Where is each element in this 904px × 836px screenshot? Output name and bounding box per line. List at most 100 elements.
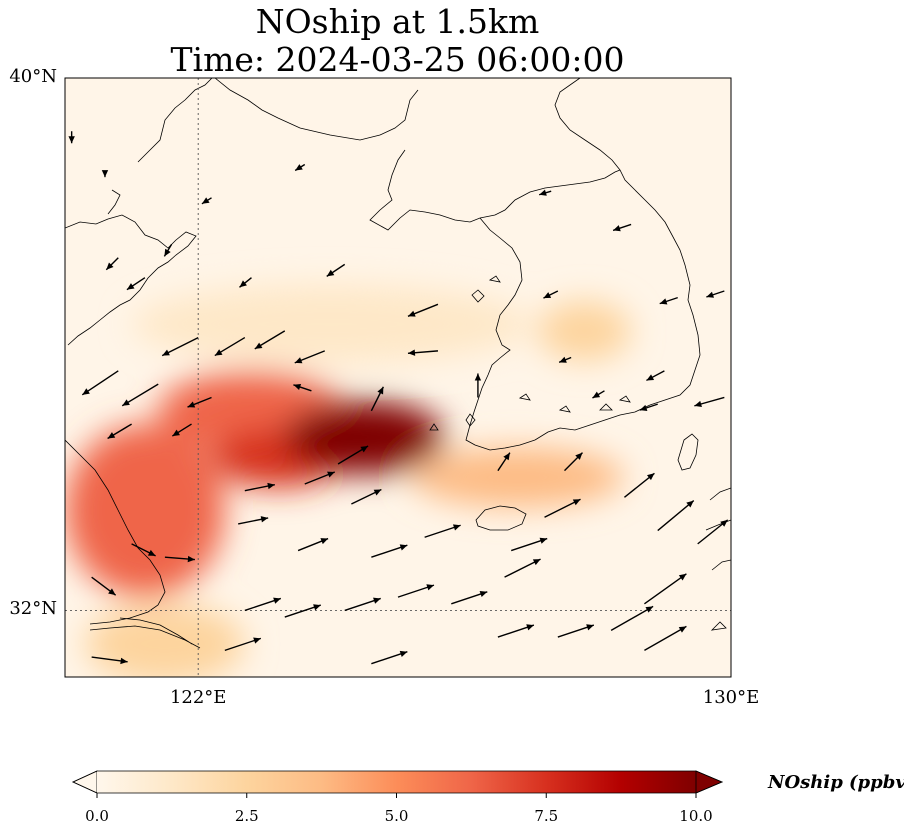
wind-arrow <box>659 296 678 305</box>
wind-arrow <box>407 349 439 356</box>
coastline-korea-south <box>534 78 701 441</box>
colorbar-extend-max <box>695 770 724 794</box>
wind-arrow <box>543 290 559 299</box>
colorbar-tick-label: 7.5 <box>534 807 559 825</box>
wind-arrow <box>161 336 199 357</box>
wind-arrow <box>91 576 117 596</box>
wind-arrow <box>121 383 159 407</box>
wind-arrow <box>351 488 382 505</box>
concentration-field <box>65 284 632 677</box>
wind-arrow <box>297 537 329 552</box>
colorbar-tick-label: 10.0 <box>679 807 713 825</box>
wind-arrow <box>254 330 286 350</box>
coastlines <box>65 78 731 649</box>
wind-arrow <box>293 383 312 392</box>
wind-arrow <box>557 624 595 638</box>
wind-arrow <box>344 597 381 612</box>
wind-arrow <box>407 303 439 317</box>
wind-arrow <box>497 452 511 472</box>
wind-arrow <box>68 131 75 144</box>
wind-arrow <box>201 197 212 205</box>
coastline-kyushu <box>705 487 731 631</box>
field-blob-1 <box>537 300 632 361</box>
coastline-korea-west <box>465 217 536 451</box>
colorbar-gradient <box>97 771 696 793</box>
wind-arrow <box>474 373 482 398</box>
wind-arrow <box>171 423 192 437</box>
wind-arrow <box>706 290 725 298</box>
wind-arrow <box>101 170 109 178</box>
wind-arrow <box>284 604 322 618</box>
wind-arrow <box>544 498 581 518</box>
wind-arrow <box>163 244 173 257</box>
colorbar-tick-label: 2.5 <box>234 807 259 825</box>
coastline-tsushima <box>677 433 699 471</box>
map-subtitle: Time: 2024-03-25 06:00:00 <box>170 40 625 79</box>
coastline-liaodong <box>137 78 621 231</box>
map-frame <box>64 77 732 678</box>
wind-arrow <box>238 516 269 525</box>
wind-arrow <box>610 605 654 632</box>
field-blob-4 <box>65 424 225 598</box>
wind-arrow <box>131 543 156 557</box>
wind-arrow <box>644 573 687 605</box>
lon-tick-label: 122°E <box>169 687 227 708</box>
islands-west-korea <box>429 275 631 431</box>
colorbar-extend-min <box>72 770 98 794</box>
wind-arrow <box>294 163 306 172</box>
wind-arrow <box>397 584 435 598</box>
wind-arrow <box>294 350 325 364</box>
colorbar-label: NOship (ppbv) <box>768 772 904 793</box>
colorbar-tick-label: 5.0 <box>384 807 409 825</box>
wind-arrow <box>126 277 146 291</box>
lat-tick-label: 40°N <box>9 66 57 87</box>
wind-arrow <box>558 356 572 363</box>
wind-vectors <box>68 131 731 665</box>
wind-arrow <box>81 370 119 396</box>
gridlines <box>65 78 731 677</box>
wind-arrow <box>371 544 408 558</box>
wind-arrow <box>244 597 282 612</box>
lon-tick-label: 130°E <box>702 687 760 708</box>
wind-arrow <box>639 403 658 411</box>
field-blob-3 <box>411 447 625 508</box>
coastline-yangtze <box>65 439 201 649</box>
wind-arrow <box>91 656 128 665</box>
wind-arrow <box>497 624 535 638</box>
wind-arrow <box>504 558 541 578</box>
wind-arrow <box>187 396 212 408</box>
wind-arrow <box>564 452 583 472</box>
wind-arrow <box>592 390 605 399</box>
colorbar <box>72 770 724 798</box>
wind-arrow <box>612 223 632 232</box>
wind-arrow <box>337 445 369 465</box>
coastline-jeju <box>475 505 527 531</box>
lat-tick-label: 32°N <box>9 598 57 620</box>
wind-arrow <box>694 396 725 408</box>
wind-arrow <box>107 423 132 440</box>
wind-arrow <box>510 537 548 552</box>
colorbar-tick-label: 0.0 <box>85 807 109 825</box>
wind-arrow <box>326 263 346 277</box>
wind-arrow <box>624 472 655 498</box>
field-blob-7 <box>284 400 445 475</box>
field-blob-0 <box>131 284 532 365</box>
wind-arrow <box>451 590 488 605</box>
wind-arrow <box>697 519 729 545</box>
wind-arrow <box>164 555 195 563</box>
wind-arrow <box>244 482 275 492</box>
wind-arrow <box>239 277 252 288</box>
wind-arrow <box>538 189 552 196</box>
wind-arrow <box>304 471 336 485</box>
wind-arrow <box>424 524 461 538</box>
coastline-shandong <box>107 189 121 215</box>
wind-arrow <box>105 257 119 271</box>
wind-arrow <box>214 336 246 357</box>
wind-arrow <box>644 625 687 651</box>
wind-arrow <box>371 650 408 665</box>
wind-arrow <box>657 500 695 532</box>
wind-arrow <box>730 609 731 611</box>
wind-arrow <box>646 370 665 382</box>
map-title: NOship at 1.5km <box>255 2 540 41</box>
